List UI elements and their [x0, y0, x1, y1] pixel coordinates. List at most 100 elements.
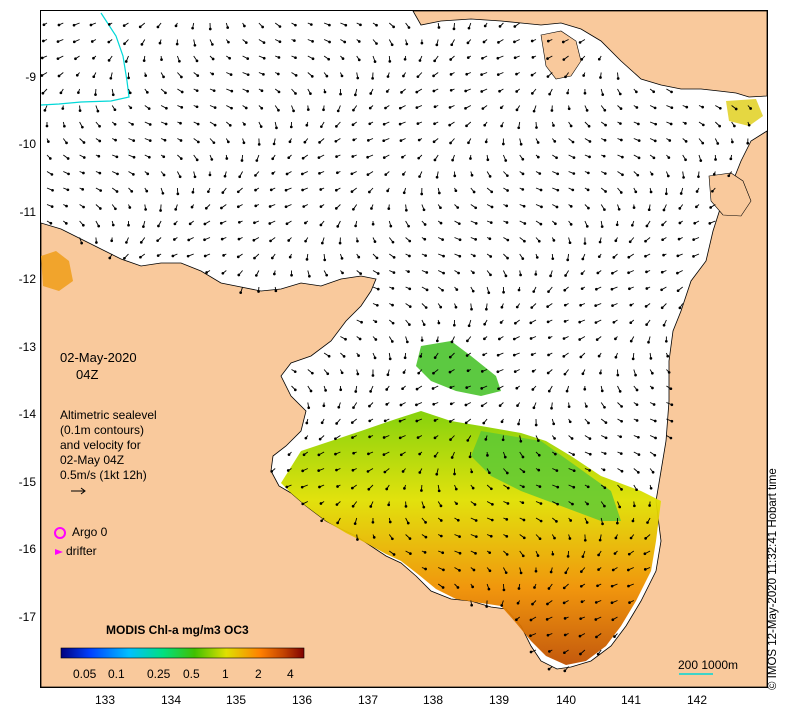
velocity-arrow-head: [467, 141, 470, 145]
velocity-arrow-head: [547, 353, 550, 357]
velocity-arrow-head: [132, 139, 136, 142]
velocity-arrow-head: [385, 90, 389, 93]
velocity-arrow-head: [621, 155, 624, 159]
velocity-arrow-head: [45, 124, 49, 128]
velocity-arrow-head: [515, 108, 519, 112]
velocity-arrow-head: [484, 438, 488, 441]
velocity-arrow-head: [643, 552, 647, 556]
velocity-arrow-head: [357, 40, 361, 43]
velocity-arrow-head: [336, 109, 340, 113]
velocity-arrow-head: [682, 176, 685, 179]
velocity-arrow-head: [433, 122, 436, 126]
velocity-arrow-head: [128, 206, 132, 209]
velocity-arrow-head: [61, 107, 65, 110]
velocity-arrow-head: [652, 90, 656, 94]
velocity-arrow-head: [262, 41, 266, 44]
velocity-arrow-head: [178, 59, 181, 63]
velocity-arrow-head: [262, 56, 266, 60]
velocity-arrow-head: [226, 140, 230, 144]
velocity-arrow-head: [465, 124, 468, 128]
velocity-arrow-head: [317, 156, 321, 160]
velocity-arrow-head: [488, 471, 491, 475]
velocity-arrow-head: [512, 337, 516, 341]
velocity-arrow-head: [236, 190, 240, 194]
velocity-arrow-head: [354, 224, 357, 228]
velocity-arrow-head: [650, 172, 654, 176]
velocity-arrow-head: [631, 357, 635, 361]
velocity-arrow-head: [580, 287, 584, 291]
velocity-arrow-head: [563, 303, 567, 307]
velocity-arrow-head: [649, 190, 653, 194]
velocity-arrow-head: [275, 126, 278, 130]
velocity-arrow-head: [516, 404, 519, 407]
velocity-arrow-head: [239, 291, 243, 294]
velocity-arrow-head: [81, 125, 84, 129]
velocity-arrow-head: [546, 39, 550, 43]
velocity-arrow-head: [647, 340, 650, 344]
velocity-arrow-head: [437, 191, 441, 195]
velocity-arrow-head: [174, 207, 178, 211]
velocity-arrow-head: [356, 76, 360, 80]
velocity-arrow-head: [684, 158, 687, 162]
velocity-arrow-head: [433, 158, 437, 162]
velocity-arrow-head: [522, 518, 526, 522]
velocity-arrow-head: [456, 518, 460, 522]
velocity-arrow-head: [448, 106, 452, 109]
velocity-arrow-head: [617, 207, 621, 211]
velocity-arrow-head: [340, 74, 344, 78]
velocity-arrow-head: [519, 439, 523, 443]
velocity-arrow-head: [629, 303, 633, 307]
velocity-arrow-head: [125, 241, 128, 244]
velocity-arrow-head: [439, 221, 443, 225]
velocity-arrow-head: [645, 287, 649, 290]
velocity-arrow-head: [48, 157, 52, 160]
velocity-arrow-head: [186, 254, 190, 258]
velocity-arrow-head: [664, 192, 668, 196]
velocity-arrow-head: [506, 502, 510, 505]
velocity-arrow-head: [344, 337, 347, 341]
velocity-arrow-head: [603, 405, 606, 409]
velocity-arrow-head: [156, 25, 160, 29]
velocity-arrow-head: [290, 273, 293, 277]
velocity-arrow-head: [580, 600, 584, 604]
velocity-arrow-head: [627, 584, 630, 588]
velocity-arrow-head: [553, 536, 556, 540]
velocity-arrow-head: [474, 551, 477, 555]
velocity-arrow-head: [375, 23, 378, 27]
velocity-arrow-head: [552, 239, 556, 242]
velocity-arrow-head: [277, 108, 280, 112]
velocity-arrow-head: [585, 405, 588, 408]
colorbar: [60, 647, 305, 659]
velocity-arrow-head: [441, 551, 445, 555]
velocity-arrow-head: [374, 320, 378, 324]
velocity-arrow-head: [366, 173, 370, 176]
velocity-arrow-head: [610, 584, 614, 588]
velocity-arrow-head: [274, 289, 278, 293]
velocity-arrow-head: [158, 41, 162, 45]
velocity-arrow-head: [400, 91, 403, 94]
velocity-arrow-head: [375, 303, 379, 307]
velocity-arrow-head: [203, 222, 207, 226]
velocity-arrow-head: [450, 340, 454, 344]
velocity-arrow-head: [318, 437, 322, 441]
velocity-arrow-head: [644, 304, 648, 308]
velocity-arrow-head: [441, 238, 444, 241]
velocity-arrow-head: [422, 323, 426, 326]
velocity-arrow-head: [579, 355, 583, 359]
velocity-arrow-head: [456, 586, 460, 589]
velocity-arrow-head: [352, 138, 356, 142]
velocity-arrow-head: [581, 257, 585, 261]
velocity-arrow-head: [408, 305, 412, 308]
velocity-arrow-head: [597, 553, 600, 557]
velocity-arrow-head: [685, 105, 689, 109]
velocity-arrow-head: [262, 72, 265, 76]
velocity-arrow-head: [311, 371, 314, 375]
velocity-arrow-head: [294, 92, 297, 95]
velocity-arrow-head: [252, 238, 256, 242]
velocity-arrow-head: [246, 57, 250, 60]
velocity-arrow-head: [653, 453, 657, 457]
velocity-arrow-head: [382, 436, 386, 439]
velocity-arrow-head: [193, 175, 197, 179]
velocity-arrow-head: [614, 337, 617, 341]
velocity-arrow-head: [228, 123, 232, 127]
